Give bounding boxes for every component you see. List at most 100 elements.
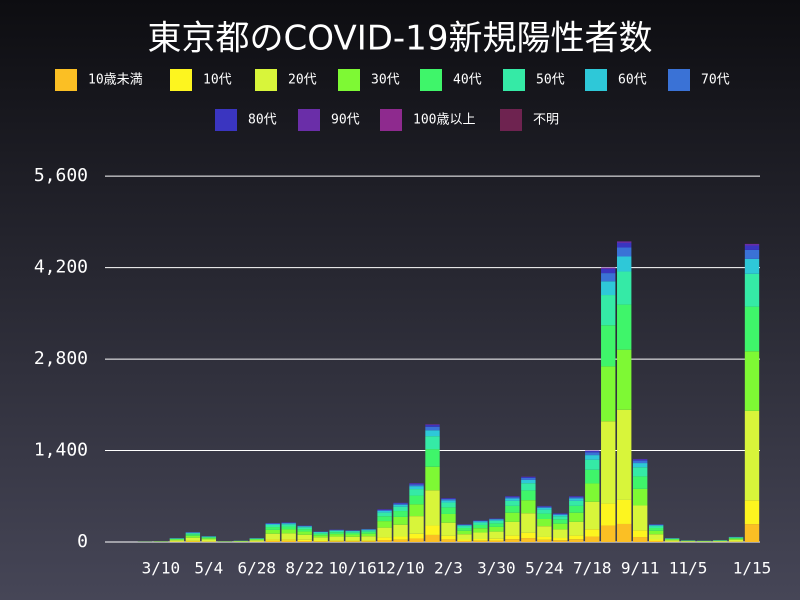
bar-segment (601, 281, 616, 296)
bar-segment (585, 529, 600, 537)
bar-segment (441, 502, 456, 508)
bar-segment (617, 247, 632, 257)
bar-segment (457, 525, 472, 527)
bar-segment (617, 409, 632, 500)
bar-segment (441, 499, 456, 501)
bar-segment (473, 520, 488, 522)
bar-segment (377, 509, 392, 511)
bar-segment (281, 533, 296, 540)
bar-segment (489, 519, 504, 521)
y-tick-label: 5,600 (34, 165, 88, 186)
bar-segment (441, 513, 456, 523)
bar-segment (569, 500, 584, 506)
bar-segment (521, 500, 536, 514)
x-tick-label: 10/16 (329, 559, 377, 578)
legend-swatch (255, 69, 277, 91)
bar-segment (617, 241, 632, 243)
bar-segment (664, 540, 680, 542)
bar-segment (425, 430, 440, 437)
bar-segment (265, 529, 280, 534)
legend-label: 不明 (533, 113, 559, 128)
bar-segment (313, 537, 328, 541)
bar-segment (521, 538, 536, 542)
bar-segment (537, 506, 552, 507)
bar-segment (265, 539, 280, 541)
bar-segment (185, 534, 201, 536)
bar-segment (489, 520, 504, 524)
bar-segment (249, 538, 264, 540)
bar-segment (377, 540, 392, 542)
legend-swatch (55, 69, 77, 91)
x-tick-label: 8/22 (285, 559, 324, 578)
bar-segment (585, 483, 600, 502)
bar-segment (617, 271, 632, 305)
bar-segment (648, 528, 664, 531)
legend-label: 50代 (536, 73, 565, 88)
bar-segment (648, 524, 664, 526)
bar-segment (265, 527, 280, 530)
bar-segment (585, 450, 600, 453)
bar-segment (553, 513, 568, 515)
bar-segment (361, 531, 376, 534)
bar-segment (441, 522, 456, 536)
bar-segment (329, 530, 344, 531)
bar-segment (409, 516, 424, 534)
bar-segment (601, 366, 616, 422)
bar-segment (249, 540, 264, 542)
bar-segment (632, 530, 648, 538)
bar-segment (505, 521, 520, 536)
bar-segment (632, 460, 648, 464)
y-tick-label: 1,400 (34, 440, 88, 461)
bar-segment (393, 516, 408, 525)
bar-segment (632, 459, 648, 461)
y-tick-label: 2,800 (34, 348, 88, 369)
bar-segment (473, 532, 488, 539)
bar-segment (585, 455, 600, 460)
bar-segment (297, 525, 312, 527)
bar-segment (361, 540, 376, 542)
bar-segment (265, 533, 280, 540)
bar-segment (265, 523, 280, 524)
bar-segment (473, 538, 488, 541)
bar-segment (393, 506, 408, 512)
legend-label: 60代 (618, 73, 647, 88)
bar-segment (409, 483, 424, 485)
bar-segment (489, 526, 504, 532)
bar-segment (377, 512, 392, 517)
legend-swatch (338, 69, 360, 91)
bar-segment (393, 539, 408, 542)
bar-segment (345, 541, 360, 542)
bar-segment (521, 490, 536, 501)
bar-segment (744, 244, 760, 246)
bar-segment (377, 509, 392, 510)
legend-label: 70代 (701, 73, 730, 88)
bar-segment (473, 521, 488, 523)
bar-segment (409, 504, 424, 517)
bar-segment (297, 529, 312, 532)
bar-segment (569, 497, 584, 499)
bar-segment (281, 540, 296, 542)
bar-segment (521, 513, 536, 533)
bar-segment (473, 528, 488, 533)
bar-segment (728, 537, 744, 538)
legend-label: 30代 (371, 73, 400, 88)
bar-segment (553, 529, 568, 539)
legend-swatch (420, 69, 442, 91)
bar-segment (185, 541, 201, 542)
bar-segment (505, 505, 520, 513)
bar-segment (489, 531, 504, 539)
bar-segment (361, 533, 376, 537)
bar-segment (617, 499, 632, 524)
bar-segment (521, 476, 536, 478)
legend-swatch (170, 69, 192, 91)
bar-segment (393, 524, 408, 537)
bar-segment (505, 539, 520, 542)
x-tick-label: 6/28 (238, 559, 277, 578)
bar-segment (441, 500, 456, 503)
bar-segment (617, 304, 632, 350)
bar-segment (281, 539, 296, 541)
bar-segment (553, 538, 568, 541)
bar-segment (185, 540, 201, 542)
bar-segment (601, 295, 616, 326)
bar-segment (648, 526, 664, 529)
